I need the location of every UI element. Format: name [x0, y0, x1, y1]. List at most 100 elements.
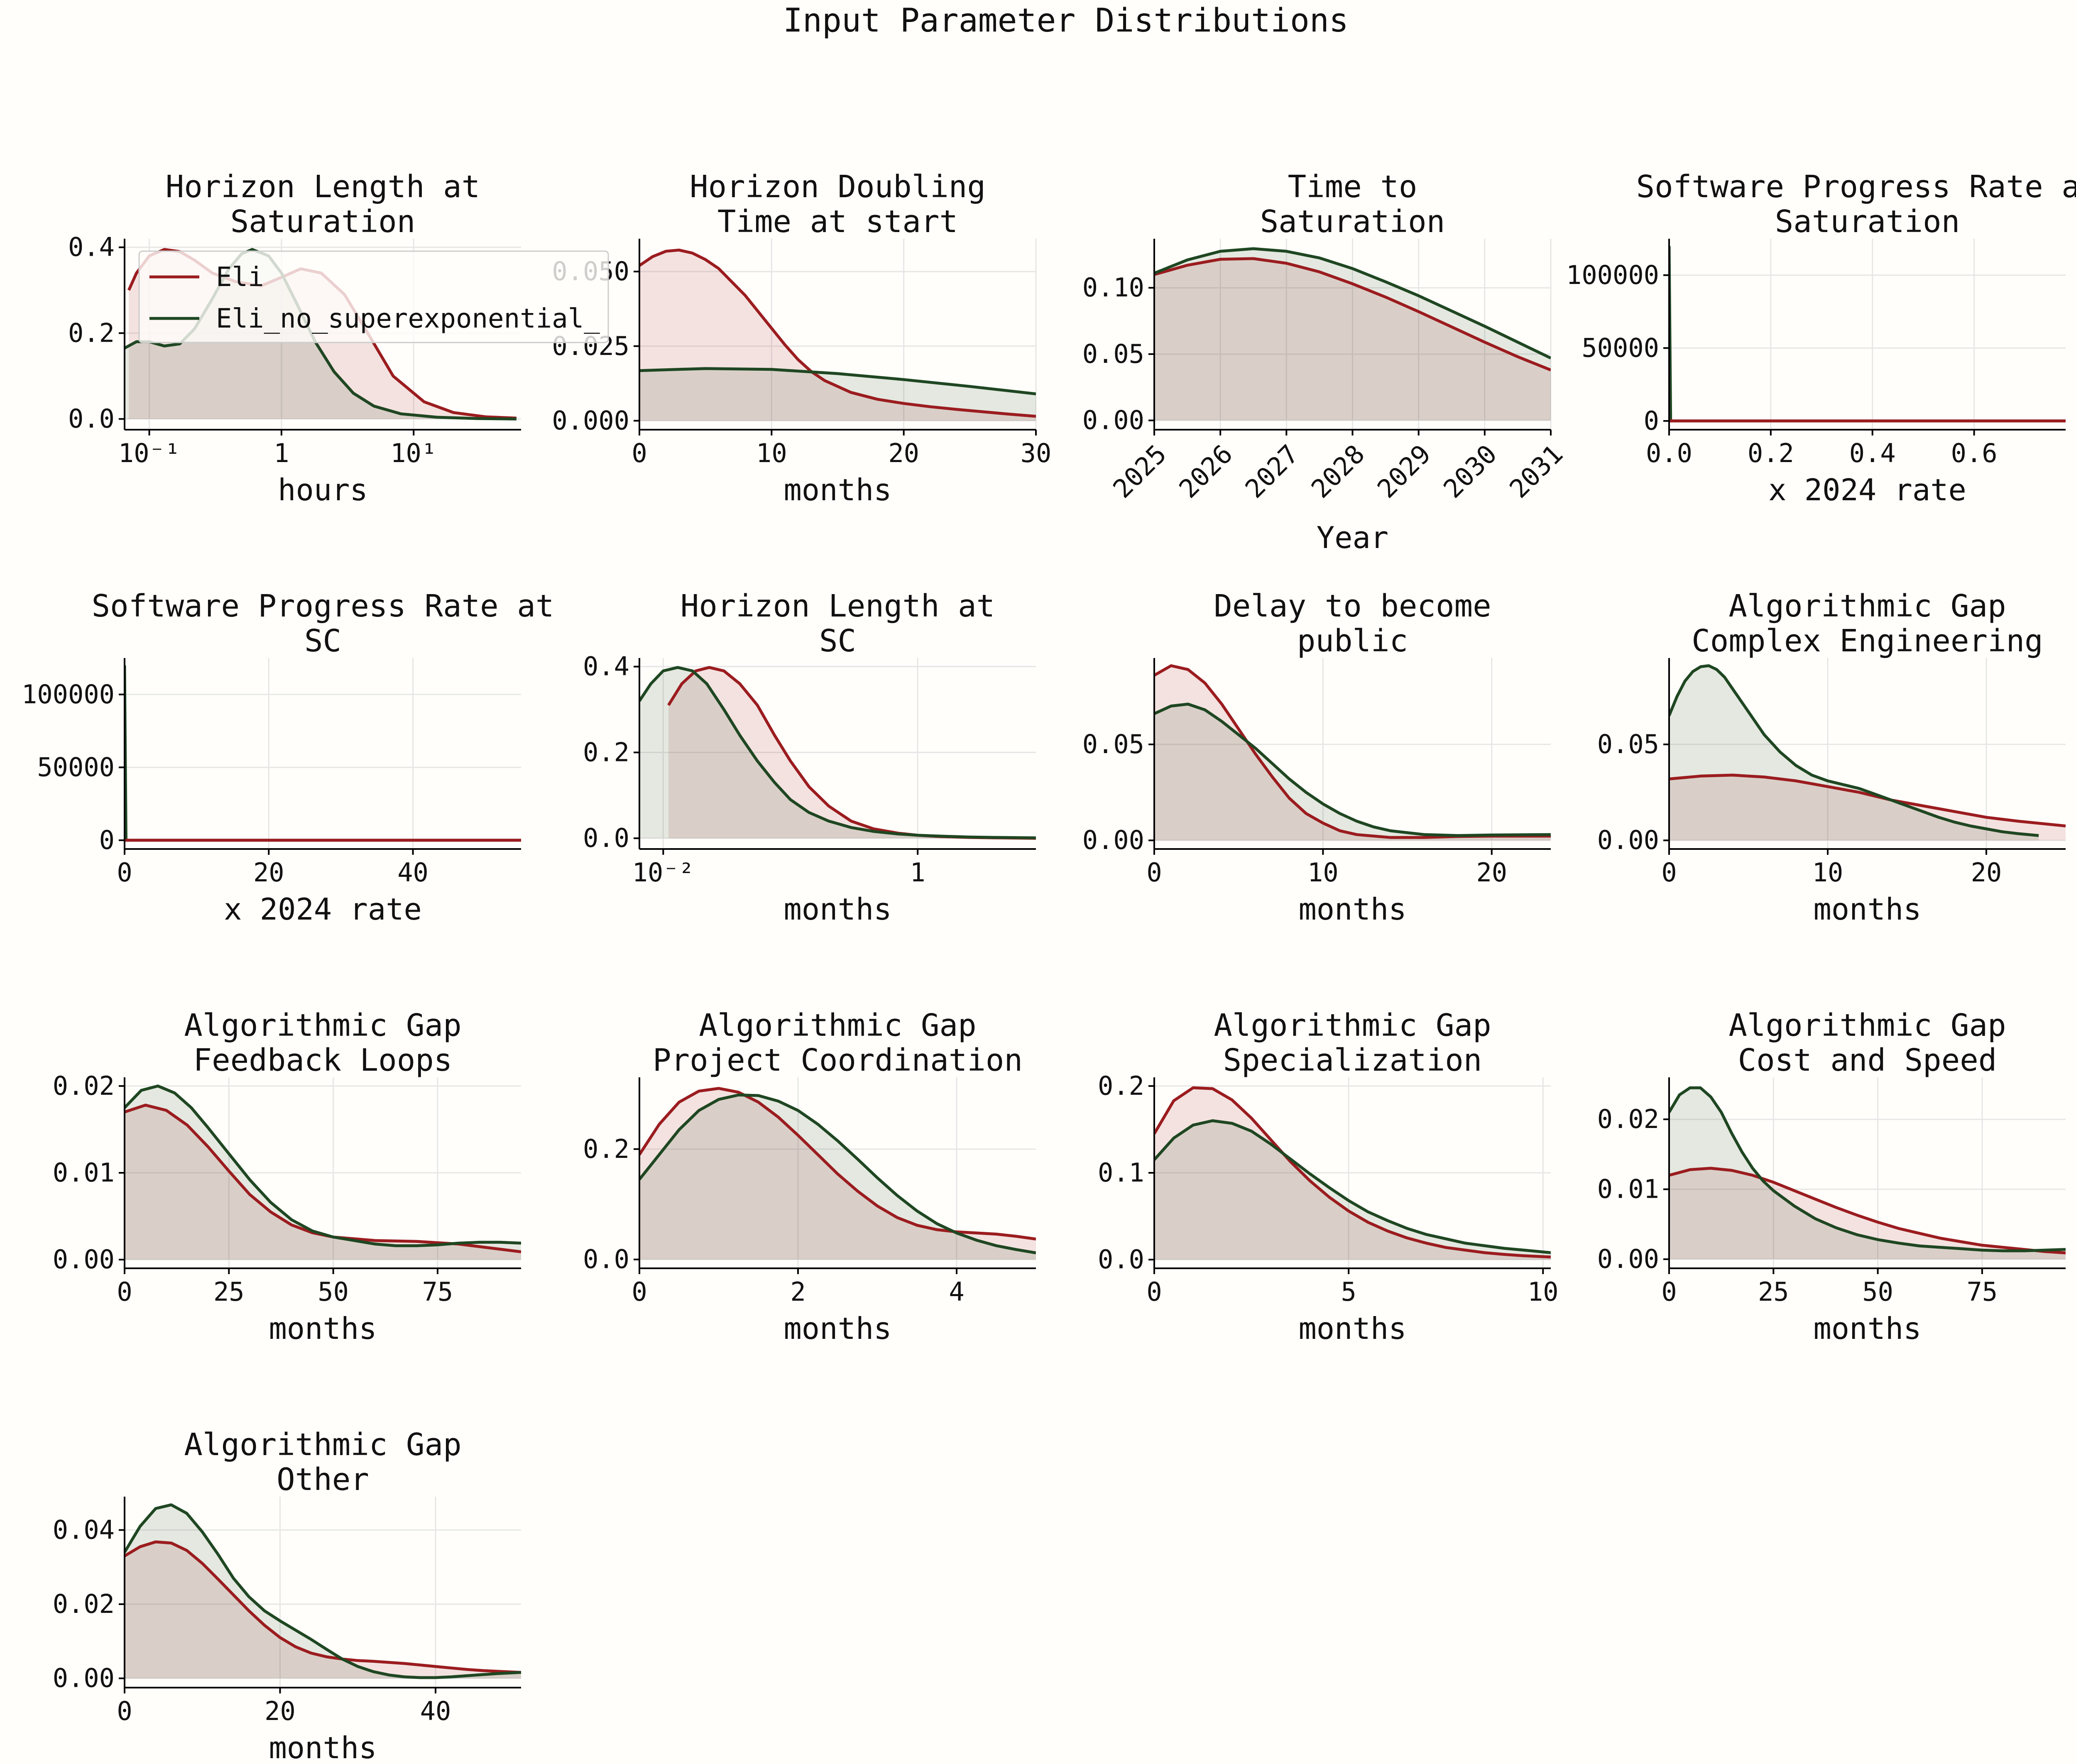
- subplot-title-line: Project Coordination: [653, 1042, 1023, 1078]
- x-tick-label: 0.0: [1646, 438, 1692, 468]
- y-tick-label: 0.1: [1098, 1157, 1144, 1188]
- y-tick-label: 0.0: [583, 823, 629, 853]
- x-axis-label: months: [783, 472, 891, 507]
- area-Eli_no_superexponential_: [1154, 1121, 1551, 1260]
- line-Eli_no_superexponential_: [1154, 247, 1551, 360]
- subplot-title-line: Algorithmic Gap: [1728, 1008, 2006, 1043]
- area-Eli_no_superexponential_: [1669, 1088, 2066, 1260]
- line-Eli_no_superexponential_: [1154, 1119, 1551, 1254]
- y-tick-label: 0.00: [1082, 405, 1144, 435]
- subplot-title-line: Software Progress Rate at: [1636, 169, 2076, 205]
- x-tick-label: 40: [397, 857, 428, 888]
- x-tick-label: 1: [274, 438, 289, 468]
- x-tick-label: 0: [117, 1696, 132, 1726]
- subplot-title-line: Saturation: [1260, 204, 1445, 240]
- subplot-title-line: Algorithmic Gap: [1214, 1008, 1491, 1043]
- y-tick-label: 0.00: [53, 1663, 115, 1693]
- subplot-4: 0.0 0.2 0.4 0.6 0 50000 100000 x 2024 rate Softw…: [1566, 169, 2076, 507]
- x-tick-label: 10¹: [390, 438, 437, 468]
- x-axis-label: months: [783, 892, 891, 927]
- plot-area: [1154, 664, 1551, 841]
- subplot-8: 0 10 20 0.00 0.05 months Algorithmic GapComple…: [1597, 588, 2066, 927]
- y-tick-label: 0.2: [68, 318, 115, 348]
- subplot-title-line: Feedback Loops: [193, 1042, 453, 1078]
- y-tick-label: 0.00: [53, 1244, 115, 1275]
- x-tick-label: 0: [117, 1277, 132, 1307]
- y-tick-label: 0.01: [1597, 1174, 1659, 1204]
- x-tick-label: 0: [632, 1277, 647, 1307]
- area-Eli_no_superexponential_: [639, 667, 1036, 839]
- area-Eli_no_superexponential_: [125, 1505, 521, 1678]
- x-tick-label: 0.4: [1849, 438, 1896, 468]
- y-tick-label: 0.2: [583, 737, 629, 767]
- x-tick-label: 2: [790, 1277, 805, 1307]
- x-tick-label: 20: [888, 438, 919, 468]
- line-Eli_no_superexponential_: [1669, 664, 2039, 837]
- x-tick-label: 0: [1661, 1277, 1677, 1307]
- subplot-title-line: SC: [304, 623, 341, 659]
- legend: Eli Eli_no_superexponential_: [138, 250, 609, 343]
- y-tick-label: 0.05: [1597, 729, 1659, 759]
- line-Eli: [125, 1540, 521, 1674]
- subplot-title-line: Horizon Length at: [166, 169, 480, 205]
- plot-area: [639, 248, 1036, 421]
- plot-area: [639, 1087, 1036, 1260]
- line-Eli_no_superexponential_: [639, 367, 1036, 396]
- y-tick-label: 0.2: [1098, 1071, 1144, 1101]
- subplot-title-line: Algorithmic Gap: [184, 1427, 461, 1463]
- area-Eli: [125, 1105, 521, 1260]
- x-tick-label: 30: [1021, 438, 1052, 468]
- area-Eli: [668, 667, 1036, 839]
- subplot-5: 0 20 40 0 50000 100000 x 2024 rate Software Pro…: [22, 588, 554, 927]
- x-tick-label: 20: [1971, 857, 2002, 888]
- x-tick-label: 5: [1341, 1277, 1356, 1307]
- legend-entry-label: Eli_no_superexponential_: [216, 303, 600, 334]
- grid: [639, 239, 1037, 430]
- y-tick-label: 0.0: [1098, 1244, 1144, 1275]
- plot-area: [1669, 1086, 2066, 1260]
- x-tick-label: 50: [318, 1277, 349, 1307]
- line-Eli: [1154, 1086, 1551, 1259]
- subplot-title-line: Delay to become: [1214, 588, 1491, 624]
- x-tick-label: 0: [117, 857, 132, 888]
- x-tick-label: 10: [1307, 857, 1339, 888]
- line-Eli: [1154, 664, 1551, 839]
- subplot-title-line: Time to: [1288, 169, 1417, 205]
- y-tick-label: 0.02: [1597, 1104, 1659, 1134]
- subplot-title-line: public: [1297, 623, 1408, 659]
- x-tick-label: 20: [253, 857, 284, 888]
- x-tick-label: 4: [949, 1277, 964, 1307]
- x-axis-label: months: [269, 1311, 377, 1346]
- y-tick-label: 50000: [37, 752, 115, 782]
- y-tick-label: 0: [99, 825, 115, 855]
- area-Eli: [1154, 665, 1551, 841]
- x-tick-label: 0: [1146, 857, 1162, 888]
- area-Eli_no_superexponential_: [1154, 249, 1551, 421]
- area-Eli: [639, 250, 1036, 421]
- y-tick-label: 0.4: [583, 651, 629, 682]
- x-tick-label: 40: [420, 1696, 451, 1726]
- subplot-title-line: Horizon Doubling: [690, 169, 986, 205]
- line-Eli_no_superexponential_: [125, 1084, 521, 1248]
- subplot-title-line: Specialization: [1223, 1042, 1482, 1078]
- subplot-title-line: Algorithmic Gap: [1728, 588, 2006, 624]
- y-tick-label: 0.0: [68, 404, 115, 434]
- line-Eli: [639, 248, 1036, 418]
- x-tick-label: 0: [1661, 857, 1677, 888]
- x-tick-label: 10: [1812, 857, 1843, 888]
- x-axis-label: hours: [278, 472, 368, 507]
- area-Eli_no_superexponential_: [1669, 665, 2039, 841]
- subplot-title-line: Software Progress Rate at: [92, 588, 554, 624]
- subplot-12: 0 25 50 75 0.00 0.01 0.02 months Algorithmic Gap…: [1597, 1008, 2066, 1346]
- legend-entry-label: Eli: [216, 262, 264, 293]
- plot-area: [1154, 247, 1551, 421]
- line-Eli: [1154, 257, 1551, 372]
- subplot-13: 0 20 40 0.00 0.02 0.04 months Algorithmic GapOt…: [53, 1427, 521, 1764]
- x-axis-label: months: [1813, 892, 1921, 927]
- x-axis-label: months: [1813, 1311, 1921, 1346]
- x-axis-label: months: [783, 1311, 891, 1346]
